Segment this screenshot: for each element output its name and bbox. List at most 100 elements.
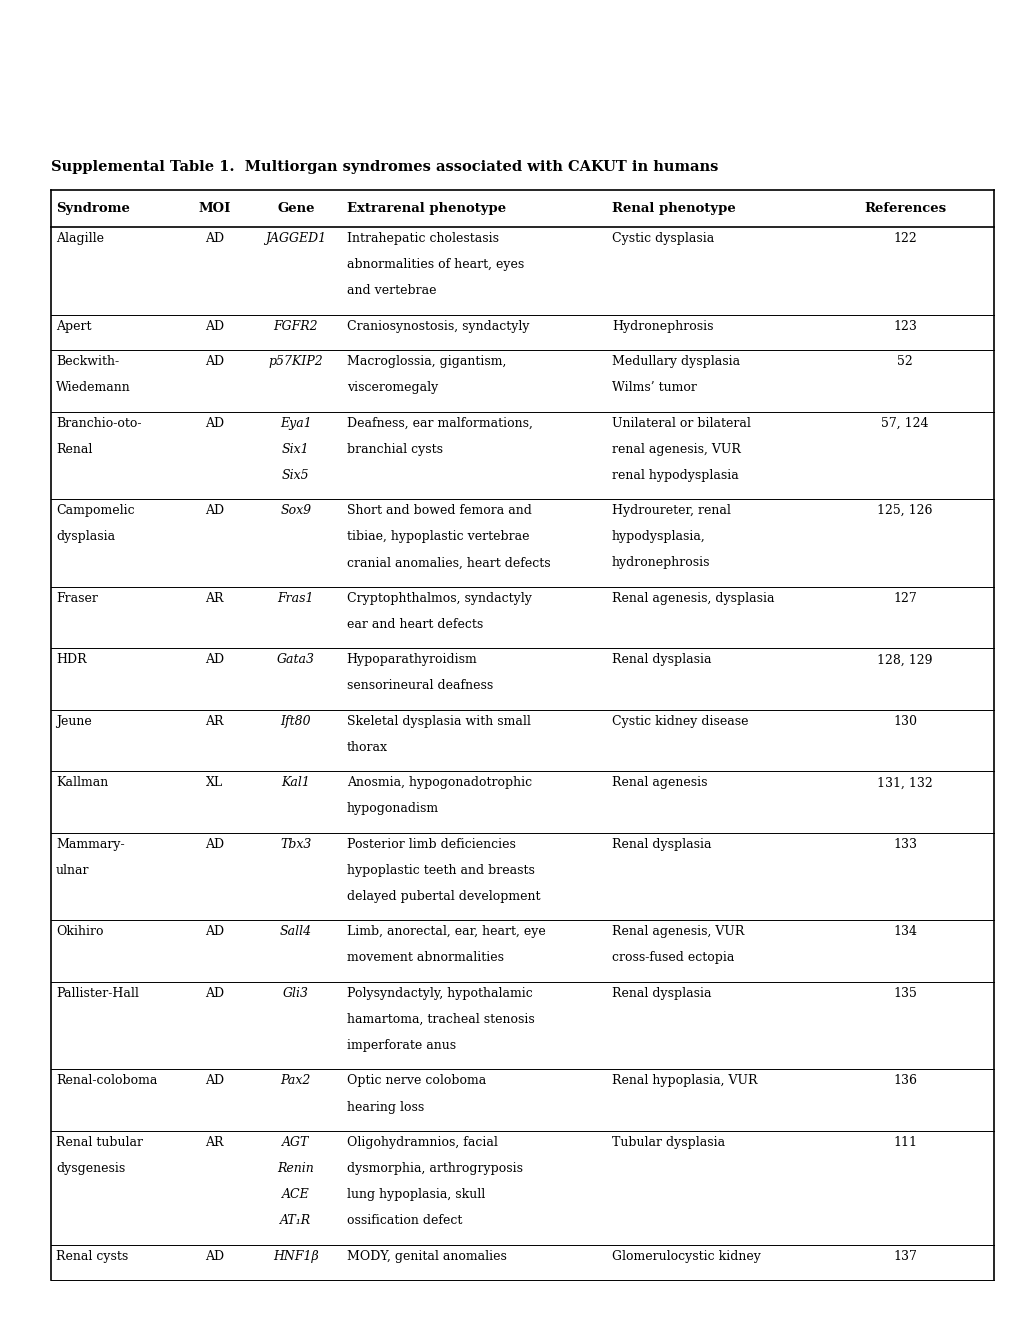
- Text: MOI: MOI: [198, 202, 230, 215]
- Text: References: References: [863, 202, 946, 215]
- Text: Oligohydramnios, facial: Oligohydramnios, facial: [346, 1137, 497, 1148]
- Text: AD: AD: [205, 232, 223, 246]
- Text: Glomerulocystic kidney: Glomerulocystic kidney: [611, 1250, 760, 1263]
- Text: Cystic kidney disease: Cystic kidney disease: [611, 715, 748, 727]
- Text: Renal dysplasia: Renal dysplasia: [611, 987, 710, 999]
- Text: 122: 122: [893, 232, 916, 246]
- Text: Mammary-: Mammary-: [56, 838, 124, 851]
- Text: Skeletal dysplasia with small: Skeletal dysplasia with small: [346, 715, 530, 727]
- Text: tibiae, hypoplastic vertebrae: tibiae, hypoplastic vertebrae: [346, 531, 529, 544]
- Text: cranial anomalies, heart defects: cranial anomalies, heart defects: [346, 557, 550, 569]
- Text: Tbx3: Tbx3: [280, 838, 311, 851]
- Text: 111: 111: [893, 1137, 916, 1148]
- Text: XL: XL: [206, 776, 222, 789]
- Text: 52: 52: [897, 355, 912, 368]
- Text: lung hypoplasia, skull: lung hypoplasia, skull: [346, 1188, 484, 1201]
- Text: ACE: ACE: [281, 1188, 310, 1201]
- Text: Ift80: Ift80: [280, 715, 311, 727]
- Text: Renal agenesis: Renal agenesis: [611, 776, 707, 789]
- Text: hydronephrosis: hydronephrosis: [611, 557, 709, 569]
- Text: imperforate anus: imperforate anus: [346, 1039, 455, 1052]
- Text: Hypoparathyroidism: Hypoparathyroidism: [346, 653, 477, 667]
- Text: Deafness, ear malformations,: Deafness, ear malformations,: [346, 417, 532, 429]
- Text: Renal tubular: Renal tubular: [56, 1137, 143, 1148]
- Text: hypodysplasia,: hypodysplasia,: [611, 531, 705, 544]
- Text: AD: AD: [205, 504, 223, 517]
- Text: Kal1: Kal1: [281, 776, 310, 789]
- Text: Renal phenotype: Renal phenotype: [611, 202, 735, 215]
- Text: hypogonadism: hypogonadism: [346, 803, 438, 816]
- Text: renal agenesis, VUR: renal agenesis, VUR: [611, 442, 740, 455]
- Text: Macroglossia, gigantism,: Macroglossia, gigantism,: [346, 355, 505, 368]
- Text: Craniosynostosis, syndactyly: Craniosynostosis, syndactyly: [346, 319, 529, 333]
- Text: HDR: HDR: [56, 653, 87, 667]
- Text: Campomelic: Campomelic: [56, 504, 135, 517]
- Text: Renin: Renin: [277, 1162, 314, 1175]
- Text: 130: 130: [893, 715, 916, 727]
- Text: 137: 137: [893, 1250, 916, 1263]
- Text: Hydronephrosis: Hydronephrosis: [611, 319, 712, 333]
- Text: AD: AD: [205, 653, 223, 667]
- Text: Polysyndactyly, hypothalamic: Polysyndactyly, hypothalamic: [346, 987, 532, 999]
- Text: Posterior limb deficiencies: Posterior limb deficiencies: [346, 838, 515, 851]
- Text: 136: 136: [893, 1074, 916, 1088]
- Text: Hydroureter, renal: Hydroureter, renal: [611, 504, 730, 517]
- Text: dysgenesis: dysgenesis: [56, 1162, 125, 1175]
- Text: Okihiro: Okihiro: [56, 925, 103, 939]
- Text: branchial cysts: branchial cysts: [346, 442, 442, 455]
- Text: Intrahepatic cholestasis: Intrahepatic cholestasis: [346, 232, 498, 246]
- Text: p57KIP2: p57KIP2: [268, 355, 323, 368]
- Text: AGT: AGT: [282, 1137, 309, 1148]
- Text: AD: AD: [205, 319, 223, 333]
- Text: renal hypodysplasia: renal hypodysplasia: [611, 469, 738, 482]
- Text: hamartoma, tracheal stenosis: hamartoma, tracheal stenosis: [346, 1012, 534, 1026]
- Text: Renal dysplasia: Renal dysplasia: [611, 653, 710, 667]
- Text: AT₁R: AT₁R: [280, 1214, 311, 1228]
- Text: 128, 129: 128, 129: [876, 653, 932, 667]
- Text: Beckwith-: Beckwith-: [56, 355, 119, 368]
- Text: ulnar: ulnar: [56, 863, 90, 876]
- Text: Optic nerve coloboma: Optic nerve coloboma: [346, 1074, 485, 1088]
- Text: sensorineural deafness: sensorineural deafness: [346, 680, 492, 693]
- Text: visceromegaly: visceromegaly: [346, 381, 437, 395]
- Text: Cystic dysplasia: Cystic dysplasia: [611, 232, 713, 246]
- Text: Syndrome: Syndrome: [56, 202, 129, 215]
- Text: Renal agenesis, dysplasia: Renal agenesis, dysplasia: [611, 591, 773, 605]
- Text: Six5: Six5: [281, 469, 310, 482]
- Text: 133: 133: [893, 838, 916, 851]
- Text: Cryptophthalmos, syndactyly: Cryptophthalmos, syndactyly: [346, 591, 531, 605]
- Text: 123: 123: [893, 319, 916, 333]
- Text: hearing loss: hearing loss: [346, 1101, 424, 1114]
- Text: 127: 127: [893, 591, 916, 605]
- Text: HNF1β: HNF1β: [273, 1250, 318, 1263]
- Text: Sox9: Sox9: [280, 504, 311, 517]
- Text: Fras1: Fras1: [277, 591, 314, 605]
- Text: Supplemental Table 1.  Multiorgan syndromes associated with CAKUT in humans: Supplemental Table 1. Multiorgan syndrom…: [51, 160, 717, 174]
- Text: Branchio-oto-: Branchio-oto-: [56, 417, 142, 429]
- Text: 131, 132: 131, 132: [876, 776, 932, 789]
- Text: Unilateral or bilateral: Unilateral or bilateral: [611, 417, 750, 429]
- Text: AD: AD: [205, 838, 223, 851]
- Text: 125, 126: 125, 126: [876, 504, 932, 517]
- Text: 134: 134: [893, 925, 916, 939]
- Text: thorax: thorax: [346, 741, 387, 754]
- Text: AD: AD: [205, 1074, 223, 1088]
- Text: JAGGED1: JAGGED1: [265, 232, 326, 246]
- Text: Limb, anorectal, ear, heart, eye: Limb, anorectal, ear, heart, eye: [346, 925, 545, 939]
- Text: Renal cysts: Renal cysts: [56, 1250, 128, 1263]
- Text: delayed pubertal development: delayed pubertal development: [346, 890, 540, 903]
- Text: Short and bowed femora and: Short and bowed femora and: [346, 504, 531, 517]
- Text: Medullary dysplasia: Medullary dysplasia: [611, 355, 740, 368]
- Text: Pax2: Pax2: [280, 1074, 311, 1088]
- Text: Renal-coloboma: Renal-coloboma: [56, 1074, 157, 1088]
- Text: Extrarenal phenotype: Extrarenal phenotype: [346, 202, 505, 215]
- Text: AD: AD: [205, 417, 223, 429]
- Text: AR: AR: [205, 591, 223, 605]
- Text: and vertebrae: and vertebrae: [346, 284, 436, 297]
- Text: movement abnormalities: movement abnormalities: [346, 952, 503, 965]
- Text: abnormalities of heart, eyes: abnormalities of heart, eyes: [346, 259, 524, 271]
- Text: Gata3: Gata3: [276, 653, 315, 667]
- Text: Renal dysplasia: Renal dysplasia: [611, 838, 710, 851]
- Text: Gene: Gene: [277, 202, 314, 215]
- Text: Kallman: Kallman: [56, 776, 108, 789]
